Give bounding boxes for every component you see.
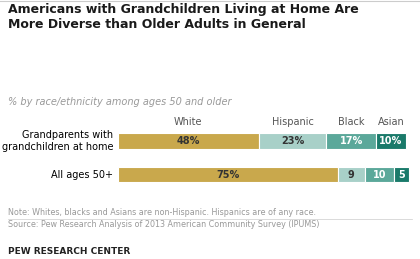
Text: 5: 5 xyxy=(398,170,405,180)
Text: PEW RESEARCH CENTER: PEW RESEARCH CENTER xyxy=(8,247,131,256)
Text: 23%: 23% xyxy=(281,136,304,146)
Text: 17%: 17% xyxy=(340,136,363,146)
Bar xyxy=(394,167,409,182)
Text: % by race/ethnicity among ages 50 and older: % by race/ethnicity among ages 50 and ol… xyxy=(8,97,232,107)
Bar xyxy=(259,133,326,149)
Bar xyxy=(326,133,376,149)
Text: 10: 10 xyxy=(373,170,386,180)
Bar xyxy=(365,167,394,182)
Text: 9: 9 xyxy=(348,170,355,180)
Bar xyxy=(376,133,406,149)
Bar xyxy=(118,167,338,182)
Text: Note: Whites, blacks and Asians are non-Hispanic. Hispanics are of any race.
Sou: Note: Whites, blacks and Asians are non-… xyxy=(8,208,320,229)
Text: Black: Black xyxy=(338,117,365,127)
Bar xyxy=(118,133,259,149)
Text: Americans with Grandchildren Living at Home Are
More Diverse than Older Adults i: Americans with Grandchildren Living at H… xyxy=(8,3,359,31)
Text: 10%: 10% xyxy=(379,136,403,146)
Text: Asian: Asian xyxy=(378,117,404,127)
Bar xyxy=(338,167,365,182)
Text: 75%: 75% xyxy=(216,170,239,180)
Text: 48%: 48% xyxy=(176,136,200,146)
Text: White: White xyxy=(174,117,202,127)
Text: Hispanic: Hispanic xyxy=(272,117,313,127)
